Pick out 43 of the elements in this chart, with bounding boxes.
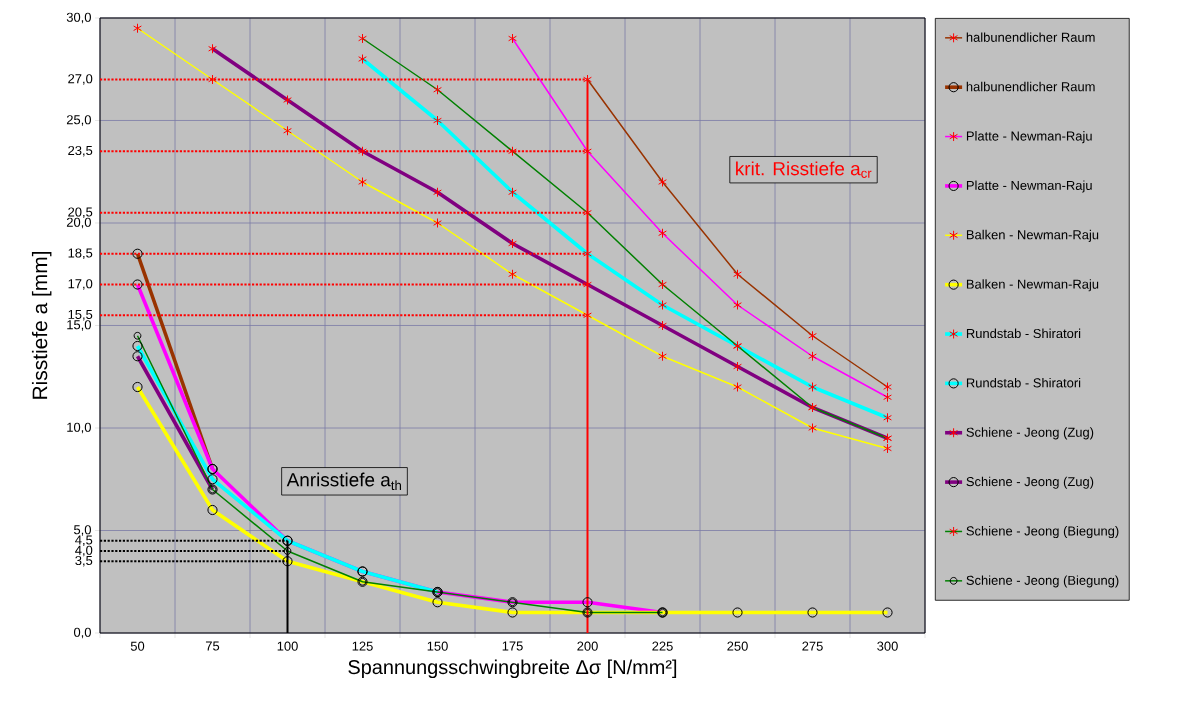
legend-label: Schiene - Jeong (Biegung) (966, 575, 1119, 588)
x-tick-label: 250 (727, 641, 748, 651)
y-tick-label: 10,0 (67, 422, 91, 434)
ref-line-label: 4,5 (75, 535, 93, 547)
legend-label: Schiene - Jeong (Zug) (966, 427, 1094, 440)
x-tick-label: 100 (277, 641, 298, 651)
y-tick-label: 5,0 (73, 525, 91, 536)
x-tick-label: 75 (205, 641, 220, 651)
x-tick-label: 50 (130, 641, 145, 651)
y-tick-label: 20,0 (66, 217, 91, 229)
legend-label: halbunendlicher Raum (966, 32, 1095, 42)
ref-line-label: 15,5 (68, 309, 93, 321)
ref-line-label: 20,5 (68, 207, 93, 219)
legend-label: Schiene - Jeong (Biegung) (966, 526, 1119, 539)
legend-label: Balken - Newman-Raju (966, 279, 1099, 292)
x-tick-label: 300 (877, 641, 898, 651)
legend-label: halbunendlicher Raum (966, 81, 1095, 92)
ref-line-label: 3,5 (75, 555, 93, 567)
annotation: Anrisstiefe a$_{th}$ (286, 472, 402, 491)
legend-label: Platte - Newman-Raju (966, 180, 1092, 193)
ref-line-label: 27,0 (68, 74, 93, 85)
x-tick-label: 150 (427, 641, 448, 651)
legend-label: Schiene - Jeong (Zug) (966, 476, 1094, 489)
legend-label: Balken - Newman-Raju (966, 229, 1099, 242)
ref-line-label: 23,5 (68, 145, 93, 157)
annotation: krit. Risstiefe a$_{cr}$ (736, 161, 872, 178)
x-tick-label: 200 (577, 641, 598, 651)
legend-label: Rundstab - Shiratori (966, 328, 1081, 339)
x-tick-label: 125 (352, 641, 373, 651)
legend-label: Rundstab - Shiratori (966, 377, 1081, 388)
x-axis-title: Spannungsschwingbreite Δσ [N/mm²] (348, 659, 677, 679)
ref-line-label: 4,0 (75, 545, 93, 557)
ref-line-label: 18,5 (68, 248, 93, 260)
y-tick-label: 30,0 (66, 12, 91, 24)
x-tick-label: 175 (502, 641, 523, 651)
x-tick-label: 225 (652, 641, 673, 651)
x-tick-label: 275 (802, 641, 823, 651)
ref-line-label: 17,0 (68, 279, 93, 290)
legend-label: Platte - Newman-Raju (966, 131, 1092, 144)
y-tick-label: 0,0 (73, 627, 91, 639)
y-tick-label: 15,0 (67, 320, 91, 331)
y-tick-label: 25,0 (66, 115, 91, 126)
y-axis-title: Risstiefe a [mm] (31, 252, 52, 399)
